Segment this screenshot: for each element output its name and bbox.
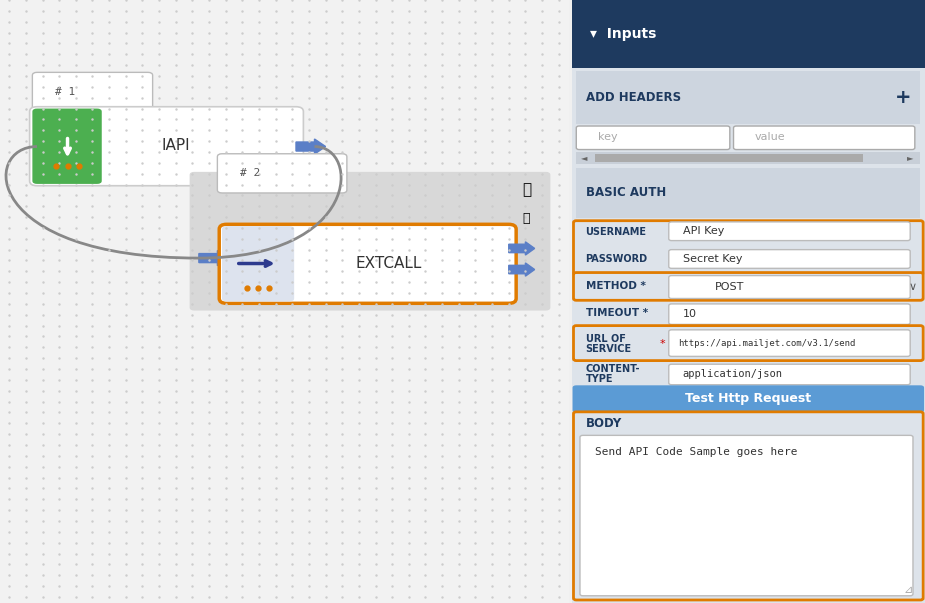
FancyBboxPatch shape (0, 0, 569, 603)
FancyBboxPatch shape (572, 0, 925, 68)
FancyBboxPatch shape (574, 221, 923, 274)
FancyBboxPatch shape (576, 362, 920, 385)
Text: application/json: application/json (683, 370, 783, 379)
FancyArrow shape (199, 251, 228, 265)
FancyBboxPatch shape (576, 152, 920, 164)
FancyBboxPatch shape (576, 71, 920, 124)
FancyBboxPatch shape (595, 154, 863, 162)
FancyBboxPatch shape (574, 412, 923, 600)
FancyBboxPatch shape (219, 224, 516, 303)
Text: ⊿: ⊿ (904, 585, 913, 595)
Text: ►: ► (907, 154, 914, 162)
Text: EXTCALL: EXTCALL (355, 256, 422, 271)
FancyBboxPatch shape (222, 226, 294, 302)
Text: Test Http Request: Test Http Request (685, 392, 811, 405)
FancyBboxPatch shape (580, 435, 913, 596)
Text: CONTENT-: CONTENT- (586, 364, 640, 374)
FancyBboxPatch shape (576, 126, 730, 150)
Text: Secret Key: Secret Key (683, 254, 742, 264)
FancyBboxPatch shape (574, 326, 923, 361)
FancyBboxPatch shape (669, 222, 910, 241)
FancyBboxPatch shape (32, 109, 102, 184)
Text: Send API Code Sample goes here: Send API Code Sample goes here (595, 447, 797, 458)
Text: 🗑: 🗑 (523, 212, 530, 226)
Text: PASSWORD: PASSWORD (586, 254, 647, 264)
Text: TYPE: TYPE (586, 374, 613, 384)
FancyBboxPatch shape (573, 385, 924, 412)
Text: SERVICE: SERVICE (586, 344, 632, 353)
FancyBboxPatch shape (572, 0, 925, 603)
Text: https://api.mailjet.com/v3.1/send: https://api.mailjet.com/v3.1/send (678, 339, 856, 347)
Text: URL OF: URL OF (586, 334, 625, 344)
Text: # 1: # 1 (55, 87, 75, 97)
Text: API Key: API Key (683, 226, 724, 236)
Text: *: * (660, 339, 665, 349)
Text: +: + (894, 88, 911, 107)
Text: BASIC AUTH: BASIC AUTH (586, 186, 666, 200)
Text: POST: POST (715, 282, 745, 292)
FancyArrow shape (509, 263, 535, 276)
FancyBboxPatch shape (669, 276, 910, 298)
Text: value: value (755, 133, 785, 142)
Text: ◄: ◄ (581, 154, 587, 162)
FancyBboxPatch shape (217, 154, 347, 193)
FancyBboxPatch shape (576, 168, 920, 218)
Text: ∨: ∨ (908, 282, 917, 292)
FancyBboxPatch shape (576, 302, 920, 324)
Text: ADD HEADERS: ADD HEADERS (586, 91, 681, 104)
Text: 10: 10 (683, 309, 697, 319)
FancyBboxPatch shape (574, 273, 923, 300)
FancyBboxPatch shape (669, 364, 910, 385)
FancyBboxPatch shape (734, 126, 915, 150)
Text: # 2: # 2 (240, 168, 260, 178)
Text: key: key (598, 133, 617, 142)
FancyBboxPatch shape (32, 72, 153, 115)
FancyArrow shape (509, 242, 535, 255)
FancyBboxPatch shape (30, 107, 303, 186)
FancyBboxPatch shape (190, 172, 550, 311)
Text: ▾  Inputs: ▾ Inputs (590, 27, 657, 41)
FancyBboxPatch shape (669, 250, 910, 268)
Text: METHOD *: METHOD * (586, 282, 646, 291)
Text: 📄: 📄 (523, 183, 532, 197)
FancyBboxPatch shape (669, 330, 910, 356)
FancyBboxPatch shape (669, 304, 910, 324)
Text: BODY: BODY (586, 417, 622, 430)
FancyBboxPatch shape (579, 225, 667, 238)
Text: USERNAME: USERNAME (586, 227, 647, 236)
FancyArrow shape (296, 139, 326, 154)
Text: TIMEOUT *: TIMEOUT * (586, 308, 647, 318)
Text: IAPI: IAPI (162, 139, 190, 153)
